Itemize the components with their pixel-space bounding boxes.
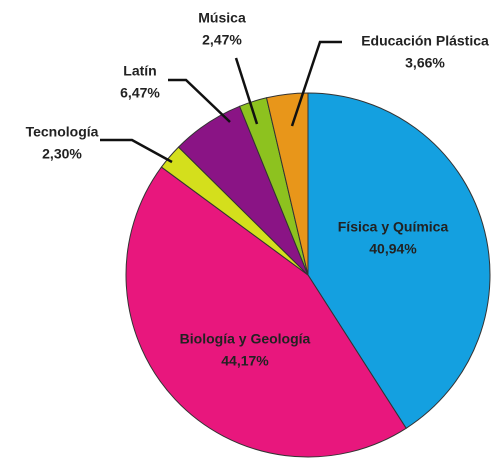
leader-line bbox=[234, 57, 259, 125]
slice-value-label: 44,17% bbox=[221, 353, 269, 369]
pie-slice bbox=[307, 92, 491, 429]
slice-value-label: 6,47% bbox=[120, 85, 160, 101]
slice-value-label: 40,94% bbox=[369, 241, 417, 257]
slice-label: Biología y Geología bbox=[180, 331, 311, 347]
slice-label: Física y Química bbox=[338, 219, 449, 235]
leader-line bbox=[168, 78, 231, 123]
slice-label: Música bbox=[198, 10, 246, 26]
slice-label: Educación Plástica bbox=[361, 33, 489, 49]
slices bbox=[125, 92, 491, 458]
slice-value-label: 2,47% bbox=[202, 32, 242, 48]
pie-slice bbox=[125, 166, 407, 458]
pie-slice bbox=[265, 92, 309, 276]
slice-label: Tecnología bbox=[26, 124, 99, 140]
slice-label: Latín bbox=[123, 63, 156, 79]
slice-value-label: 3,66% bbox=[405, 55, 445, 71]
leader-line bbox=[100, 138, 173, 164]
leader-line bbox=[290, 40, 342, 127]
leaders bbox=[100, 40, 342, 164]
slice-value-label: 2,30% bbox=[42, 146, 82, 162]
